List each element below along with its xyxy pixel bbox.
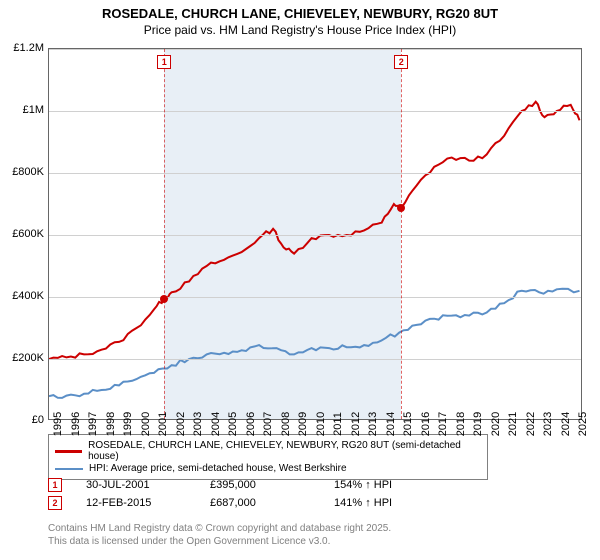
x-axis-label: 2001 [157,412,169,436]
x-axis-label: 2009 [297,412,309,436]
x-axis-label: 1997 [87,412,99,436]
x-axis-label: 2014 [385,412,397,436]
note-delta-1: 154% ↑ HPI [334,479,434,491]
note-price-1: £395,000 [210,479,310,491]
y-axis-label: £200K [12,352,44,364]
marker-line-2 [401,49,402,419]
series-line-hpi [49,289,580,398]
y-axis-label: £600K [12,228,44,240]
x-axis-label: 2023 [542,412,554,436]
x-axis-label: 2000 [140,412,152,436]
x-axis-label: 2006 [245,412,257,436]
legend-swatch-hpi [55,468,83,470]
legend-item-hpi: HPI: Average price, semi-detached house,… [55,463,481,474]
x-axis-label: 2007 [262,412,274,436]
y-axis-label: £800K [12,166,44,178]
x-axis-label: 2019 [472,412,484,436]
x-axis-label: 2016 [420,412,432,436]
gridline [49,359,581,360]
gridline [49,49,581,50]
x-axis-label: 1995 [52,412,64,436]
chart-title: ROSEDALE, CHURCH LANE, CHIEVELEY, NEWBUR… [0,6,600,21]
x-axis-label: 2004 [210,412,222,436]
x-axis-label: 2013 [367,412,379,436]
y-axis-label: £400K [12,290,44,302]
note-delta-2: 141% ↑ HPI [334,497,434,509]
gridline [49,297,581,298]
gridline [49,235,581,236]
marker-dot-2 [397,204,405,212]
x-axis-label: 2025 [577,412,589,436]
x-axis-label: 1999 [122,412,134,436]
x-axis-label: 2005 [227,412,239,436]
title-block: ROSEDALE, CHURCH LANE, CHIEVELEY, NEWBUR… [0,0,600,37]
x-axis-label: 2017 [437,412,449,436]
note-price-2: £687,000 [210,497,310,509]
x-axis-label: 1998 [105,412,117,436]
x-axis-label: 2002 [175,412,187,436]
marker-box-2: 2 [394,55,408,69]
legend-swatch-property [55,450,82,453]
note-date-1: 30-JUL-2001 [86,479,186,491]
note-date-2: 12-FEB-2015 [86,497,186,509]
x-axis-label: 2003 [192,412,204,436]
footer-attribution: Contains HM Land Registry data © Crown c… [48,522,391,548]
marker-line-1 [164,49,165,419]
footer-line-1: Contains HM Land Registry data © Crown c… [48,522,391,535]
legend-label-hpi: HPI: Average price, semi-detached house,… [89,463,347,474]
y-axis-label: £1M [23,104,44,116]
note-marker-1: 1 [48,478,62,492]
x-axis-label: 2010 [315,412,327,436]
note-row-2: 2 12-FEB-2015 £687,000 141% ↑ HPI [48,496,434,510]
marker-box-1: 1 [157,55,171,69]
x-axis-label: 2012 [350,412,362,436]
chart-plot-area: 12 [48,48,582,420]
note-marker-2: 2 [48,496,62,510]
gridline [49,111,581,112]
legend-item-property: ROSEDALE, CHURCH LANE, CHIEVELEY, NEWBUR… [55,440,481,462]
x-axis-label: 1996 [70,412,82,436]
marker-dot-1 [160,295,168,303]
note-row-1: 1 30-JUL-2001 £395,000 154% ↑ HPI [48,478,434,492]
x-axis-label: 2011 [332,412,344,436]
x-axis-label: 2008 [280,412,292,436]
y-axis-label: £1.2M [13,42,44,54]
x-axis-label: 2020 [490,412,502,436]
x-axis-label: 2022 [525,412,537,436]
y-axis-label: £0 [32,414,44,426]
chart-subtitle: Price paid vs. HM Land Registry's House … [0,23,600,37]
gridline [49,173,581,174]
series-line-property [49,102,580,359]
x-axis-label: 2021 [507,412,519,436]
x-axis-label: 2024 [560,412,572,436]
legend: ROSEDALE, CHURCH LANE, CHIEVELEY, NEWBUR… [48,434,488,480]
footer-line-2: This data is licensed under the Open Gov… [48,535,391,548]
x-axis-label: 2015 [402,412,414,436]
sale-notes: 1 30-JUL-2001 £395,000 154% ↑ HPI 2 12-F… [48,478,434,514]
x-axis-label: 2018 [455,412,467,436]
legend-label-property: ROSEDALE, CHURCH LANE, CHIEVELEY, NEWBUR… [88,440,481,462]
chart-container: ROSEDALE, CHURCH LANE, CHIEVELEY, NEWBUR… [0,0,600,560]
